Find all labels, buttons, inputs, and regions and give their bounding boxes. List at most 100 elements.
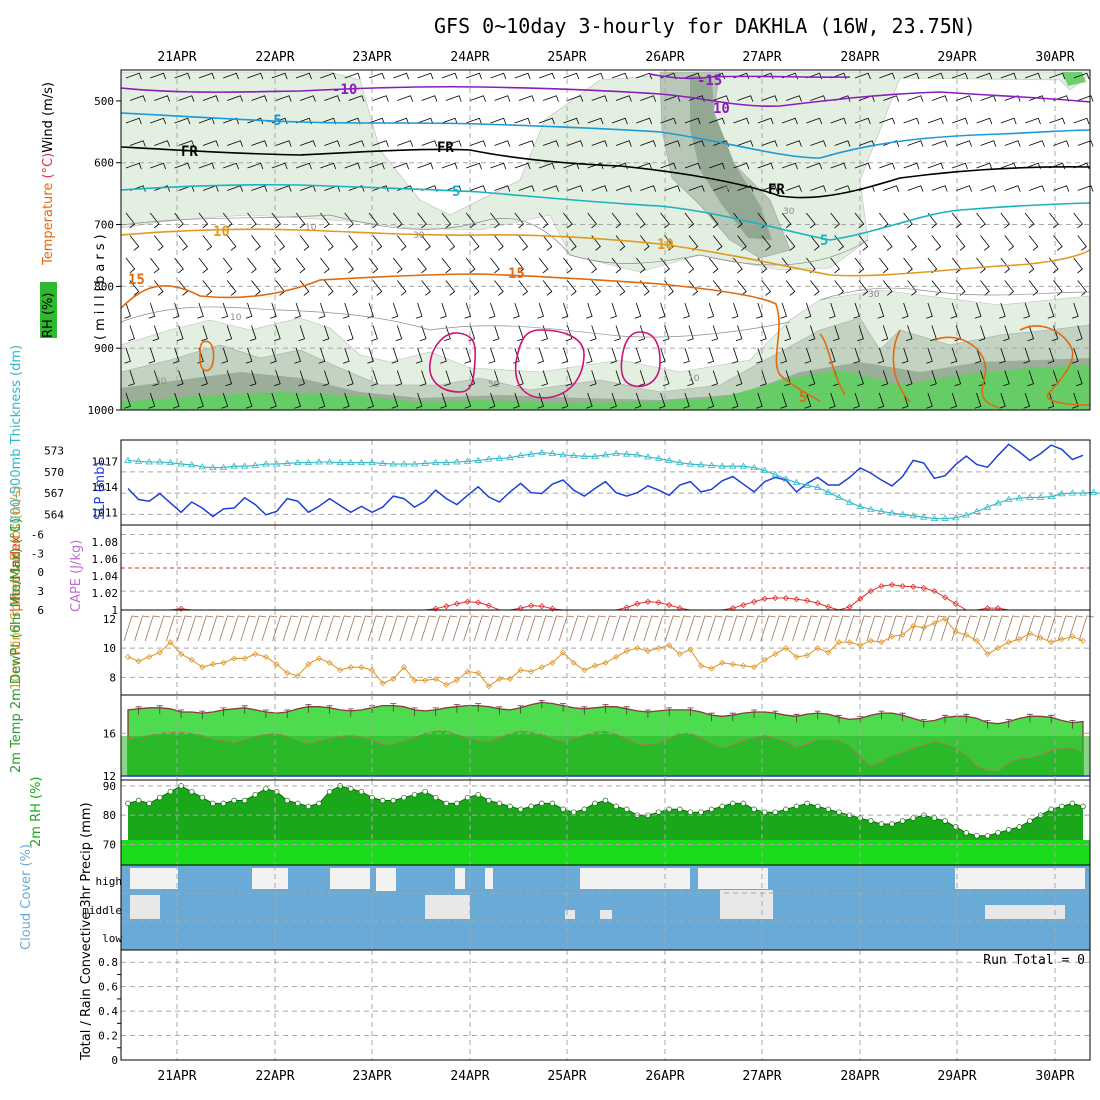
lifted-point xyxy=(485,602,492,609)
slp-tick-1017: 1017 xyxy=(92,455,119,468)
wind-point xyxy=(666,642,673,649)
rh-point xyxy=(698,809,704,815)
wind-point xyxy=(1005,639,1012,646)
temp-minmax-bar xyxy=(517,705,524,714)
label-fr-3: FR xyxy=(768,182,785,198)
wind-point xyxy=(326,659,333,666)
wind-point xyxy=(199,664,206,671)
wind-tick-10: 10 xyxy=(103,642,116,655)
cloud-tick-middle: middle xyxy=(82,904,122,917)
temp-minmax-bar xyxy=(984,720,991,729)
slp-axis-label: SLP (mb) xyxy=(93,461,108,520)
top-date-labels: 21APR 22APR 23APR 24APR 25APR 26APR 27APR 28APR… xyxy=(157,50,1074,65)
temp-axis-label: 2m Temp 2m DewPt (6hr Min/Max) (°C) xyxy=(9,518,24,773)
cape-tick-1.04: 1.04 xyxy=(92,570,119,583)
contour-10 xyxy=(120,228,1091,277)
thickness-point xyxy=(803,481,811,488)
run-total-annotation: Run Total = 0 xyxy=(983,953,1085,968)
lifted-point xyxy=(751,598,758,605)
wind-point xyxy=(835,639,842,646)
wind-point xyxy=(931,620,938,627)
thickness-point xyxy=(973,507,981,514)
rh-shade-upper-darker xyxy=(690,75,772,240)
thickness-point xyxy=(920,513,928,520)
wind-point xyxy=(390,675,397,682)
thickness-point xyxy=(1036,493,1045,500)
precip-tick-0.4: 0.4 xyxy=(98,1005,118,1018)
label-minus10: -10 xyxy=(332,82,357,98)
contour-minus5 xyxy=(120,112,1091,159)
temp-minmax-bar xyxy=(623,706,630,715)
lifted-tick--3: -3 xyxy=(31,547,44,560)
wind-point xyxy=(241,655,248,662)
temp-minmax-bar xyxy=(560,703,567,712)
rh-label-50-c: 50 xyxy=(488,380,500,390)
thickness-point xyxy=(400,460,408,467)
pressure-tick-800: 800 xyxy=(94,280,114,293)
thickness-point xyxy=(813,483,822,490)
lifted-point xyxy=(443,603,450,610)
rh-point xyxy=(666,806,672,813)
lifted-point xyxy=(995,605,1002,612)
rh-point xyxy=(263,786,269,792)
thickness-point xyxy=(1079,489,1087,496)
lifted-point xyxy=(464,598,471,605)
temp-minmax-bar xyxy=(814,710,821,720)
rh-point xyxy=(772,809,779,815)
rh-point xyxy=(793,803,800,810)
temp-minmax-bar xyxy=(496,706,503,715)
bottom-date-25APR: 25APR xyxy=(547,1069,586,1084)
thickness-point xyxy=(856,502,864,509)
wind-point xyxy=(156,649,163,656)
rh-label-10: 10 xyxy=(305,223,317,233)
label-10-a: 10 xyxy=(213,224,230,240)
rh-point xyxy=(241,797,248,804)
rh-tick-70: 70 xyxy=(103,838,116,851)
rh-point xyxy=(432,794,439,801)
temp-minmax-bar xyxy=(602,704,609,713)
thickness-point xyxy=(612,449,620,456)
wind-point xyxy=(146,653,153,660)
label-minus5: -5 xyxy=(265,113,282,129)
thickness-point xyxy=(272,460,281,467)
thickness-point xyxy=(347,458,355,466)
thickness-point xyxy=(962,511,971,518)
rh-point xyxy=(157,794,163,801)
wind-point xyxy=(560,649,567,656)
thickness-point xyxy=(230,462,238,469)
thickness-point xyxy=(686,460,695,467)
wind-point xyxy=(411,677,418,684)
contour-minus5-lower xyxy=(120,183,1091,241)
wind-point xyxy=(252,650,259,658)
wind-point xyxy=(231,655,238,662)
temp-minmax-bar xyxy=(666,707,673,716)
rh-point xyxy=(889,821,895,827)
wind-point xyxy=(124,653,132,660)
pressure-tick-1000: 1000 xyxy=(88,404,115,417)
lifted-point xyxy=(984,605,991,612)
thickness-point xyxy=(336,458,344,466)
lifted-point xyxy=(549,605,556,612)
label-10-b: 10 xyxy=(657,237,674,253)
thickness-point xyxy=(877,507,886,514)
lifted-tick--6: -6 xyxy=(31,528,44,541)
precip-panel: 0.8 0.6 0.4 0.2 0 Run Total = 0 xyxy=(98,949,1091,1067)
thickness-point xyxy=(145,458,153,465)
contour-labels: -15 -10 10 -5 FR FR FR 5 5 10 10 15 15 5… xyxy=(128,73,880,406)
cloud-tick-low: low xyxy=(102,932,122,945)
thickness-point xyxy=(771,470,780,478)
wind-point xyxy=(708,665,715,672)
thickness-point xyxy=(835,493,843,500)
thickness-slp-panel: 573 570 567 564 1017 1014 1011 xyxy=(44,439,1100,526)
rh-point xyxy=(613,803,619,810)
thickness-point xyxy=(845,498,854,505)
thickness-point xyxy=(1047,492,1055,500)
thickness-point xyxy=(707,461,716,468)
cape-tick-1.06: 1.06 xyxy=(92,553,119,566)
wind-panel: 12 10 8 xyxy=(103,609,1095,696)
temp-minmax-bar xyxy=(475,703,482,712)
temp-minmax-bar xyxy=(135,706,142,715)
wind-point xyxy=(920,624,927,631)
wind-point xyxy=(719,659,726,666)
